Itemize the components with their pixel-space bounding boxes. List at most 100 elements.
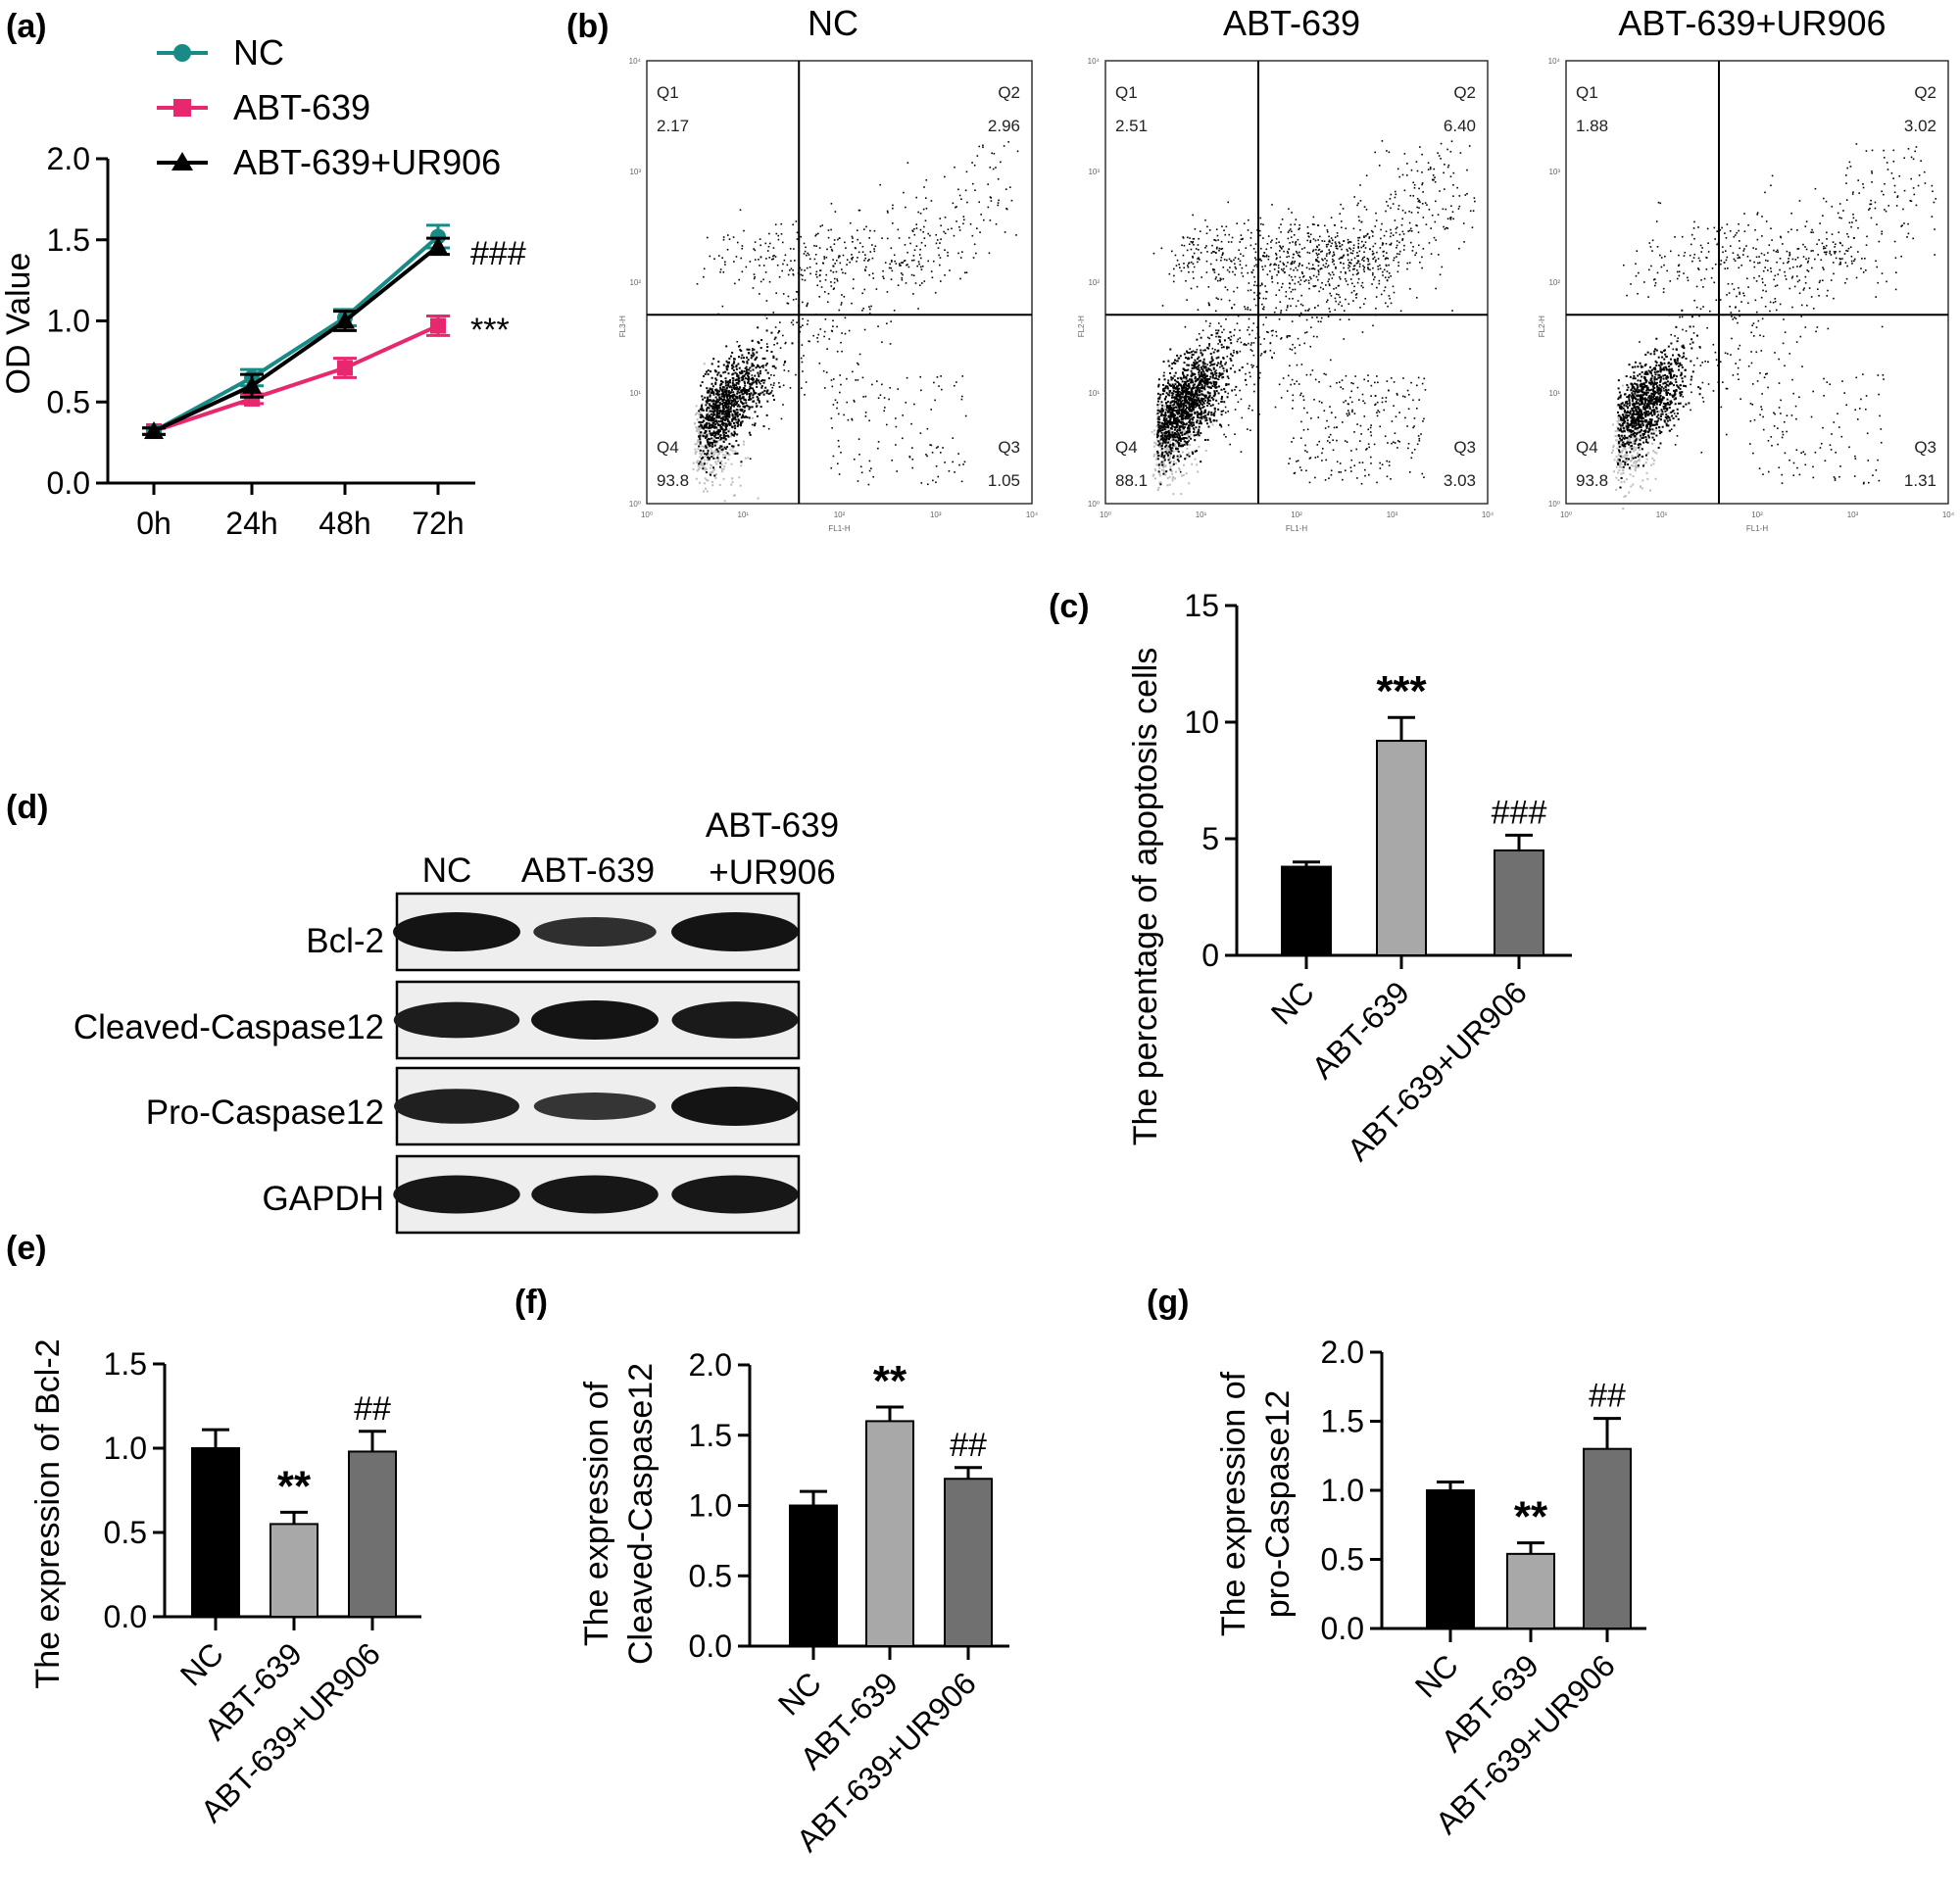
event-dot [1184, 417, 1187, 420]
event-dot [926, 427, 929, 430]
event-dot [720, 445, 723, 448]
event-dot [1194, 439, 1197, 442]
event-dot [752, 381, 755, 384]
event-dot [701, 421, 704, 424]
event-dot [767, 245, 770, 248]
event-dot [1165, 452, 1168, 455]
event-dot [1190, 248, 1193, 251]
event-dot [712, 425, 715, 428]
event-dot [1346, 248, 1348, 251]
event-dot [1160, 411, 1162, 413]
event-dot [1213, 370, 1216, 373]
event-dot [1357, 239, 1359, 242]
event-dot [793, 248, 795, 250]
event-dot [722, 394, 725, 397]
event-dot [1157, 383, 1160, 386]
event-dot [1156, 436, 1159, 439]
event-dot [738, 418, 740, 421]
event-dot [1213, 251, 1215, 253]
event-dot [1401, 173, 1404, 176]
event-dot [1200, 383, 1203, 386]
event-dot [710, 418, 713, 421]
event-dot [743, 374, 746, 377]
quadrant-value-q3: 1.05 [988, 471, 1020, 490]
event-dot [747, 381, 750, 384]
event-dot [1198, 430, 1200, 433]
event-dot [1186, 426, 1189, 429]
event-dot [1164, 413, 1167, 415]
event-dot [817, 232, 819, 235]
event-dot [723, 457, 726, 460]
event-dot [1353, 431, 1355, 433]
event-dot [1166, 430, 1169, 433]
event-dot [1320, 267, 1322, 269]
event-dot [1356, 477, 1358, 479]
event-dot [1342, 478, 1344, 481]
event-dot [713, 441, 716, 444]
event-dot [707, 443, 710, 446]
event-dot [941, 388, 943, 391]
event-dot [714, 389, 717, 392]
event-dot [1326, 299, 1329, 302]
event-dot [1415, 161, 1418, 163]
event-dot [1186, 443, 1189, 446]
event-dot [1409, 194, 1412, 197]
event-dot [886, 237, 889, 240]
event-dot [827, 292, 830, 295]
event-dot [1409, 227, 1412, 230]
event-dot [1190, 356, 1193, 359]
event-dot [1256, 266, 1258, 267]
event-dot [1169, 371, 1172, 374]
event-dot [1362, 245, 1364, 248]
event-dot [765, 329, 768, 332]
event-dot [1298, 344, 1301, 347]
event-dot [1394, 190, 1396, 193]
event-dot [1349, 248, 1352, 251]
event-dot [1219, 336, 1222, 338]
event-dot [1193, 372, 1195, 375]
event-dot [1416, 224, 1418, 227]
event-dot [756, 383, 758, 385]
event-dot [1383, 268, 1386, 271]
event-dot [1190, 380, 1193, 382]
event-dot [1298, 315, 1301, 317]
event-dot [1172, 387, 1175, 390]
event-dot [807, 252, 809, 255]
event-dot [752, 352, 755, 355]
event-dot [1178, 264, 1180, 266]
event-dot [1241, 271, 1243, 274]
event-dot [963, 461, 966, 463]
event-dot [1213, 408, 1216, 411]
event-dot [714, 396, 717, 399]
event-dot [1199, 419, 1201, 422]
event-dot [1169, 448, 1172, 451]
event-dot [740, 357, 743, 360]
event-dot [1207, 392, 1210, 395]
event-dot [1404, 212, 1406, 214]
event-dot [1355, 448, 1358, 451]
event-dot [825, 273, 828, 276]
event-dot [1312, 335, 1315, 338]
event-dot [1310, 267, 1313, 270]
event-dot [922, 208, 925, 211]
event-dot [1443, 171, 1445, 174]
gray-event [698, 413, 701, 415]
event-dot [1433, 178, 1435, 181]
gray-event [1157, 486, 1160, 489]
event-dot [1261, 308, 1264, 310]
event-dot [1217, 322, 1220, 324]
gray-event [1211, 423, 1214, 426]
event-dot [820, 286, 823, 288]
gray-event [727, 454, 730, 457]
event-dot [832, 270, 835, 273]
event-dot [724, 393, 727, 396]
event-dot [724, 370, 727, 373]
event-dot [1250, 231, 1252, 234]
event-dot [1270, 247, 1272, 249]
event-dot [1347, 254, 1349, 257]
event-dot [725, 392, 728, 395]
event-dot [758, 375, 760, 378]
event-dot [1177, 412, 1180, 414]
event-dot [743, 357, 746, 360]
event-dot [722, 418, 725, 421]
